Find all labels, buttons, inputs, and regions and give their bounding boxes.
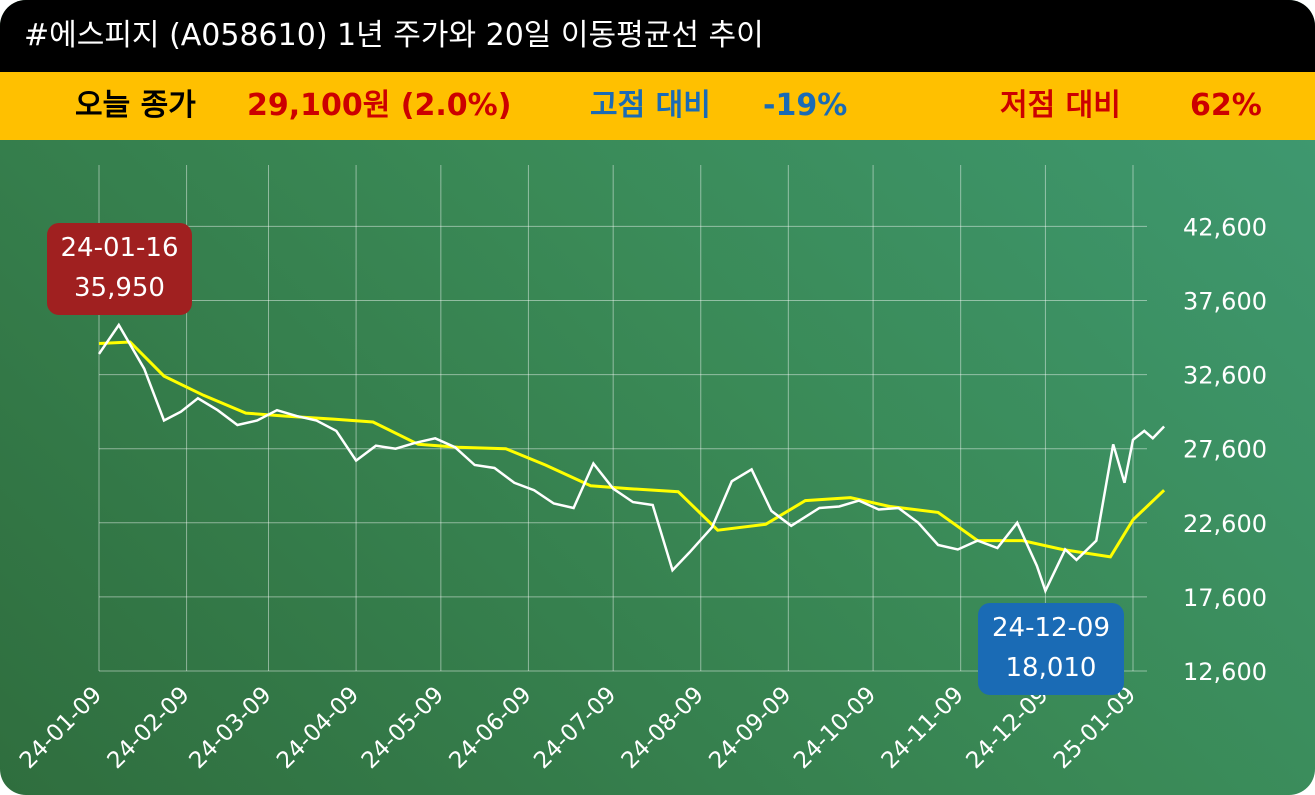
y-axis-labels: 12,600 17,600 22,600 27,600 32,600 37,600 42,6… — [1183, 213, 1267, 686]
x-tick-label: 24-10-09 — [789, 682, 881, 774]
x-tick-label: 24-09-09 — [704, 682, 796, 774]
x-tick-label: 24-04-09 — [272, 682, 364, 774]
x-tick-label: 24-05-09 — [357, 682, 449, 774]
low-point-date: 24-12-09 — [991, 613, 1110, 643]
x-axis-labels: 24-01-0924-02-0924-03-0924-04-0924-05-09… — [15, 682, 1141, 774]
price-line — [97, 322, 1166, 595]
x-tick-label: 24-07-09 — [529, 682, 621, 774]
low-compare-label: 저점 대비 — [1000, 88, 1121, 123]
y-tick-label: 12,600 — [1183, 658, 1267, 686]
x-tick-label: 24-01-09 — [15, 682, 107, 774]
summary-bar: 오늘 종가 29,100원 (2.0%) 고점 대비 -19% 저점 대비 62… — [0, 72, 1315, 140]
low-point-value: 18,010 — [1005, 653, 1097, 683]
ma20-line — [98, 340, 1166, 559]
low-point-annotation: 24-12-09 18,010 — [978, 603, 1124, 695]
y-tick-label: 42,600 — [1183, 213, 1267, 241]
low-compare-value: 62% — [1190, 88, 1262, 123]
high-point-annotation: 24-01-16 35,950 — [47, 223, 192, 315]
close-label: 오늘 종가 — [75, 88, 196, 123]
y-tick-label: 27,600 — [1183, 436, 1267, 464]
y-tick-label: 37,600 — [1183, 288, 1267, 316]
y-tick-label: 32,600 — [1183, 362, 1267, 390]
high-point-value: 35,950 — [74, 273, 165, 303]
grid-lines — [98, 165, 1147, 672]
x-tick-label: 24-08-09 — [617, 682, 709, 774]
high-compare-value: -19% — [763, 88, 848, 123]
y-tick-label: 22,600 — [1183, 510, 1267, 538]
chart-title: #에스피지 (A058610) 1년 주가와 20일 이동평균선 추이 — [0, 0, 1315, 72]
close-value: 29,100원 (2.0%) — [247, 88, 512, 123]
high-point-date: 24-01-16 — [60, 233, 179, 263]
x-tick-label: 24-03-09 — [185, 682, 277, 774]
x-tick-label: 25-01-09 — [1049, 682, 1141, 774]
x-tick-label: 24-12-09 — [961, 682, 1053, 774]
y-tick-label: 17,600 — [1183, 584, 1267, 612]
x-tick-label: 24-06-09 — [444, 682, 536, 774]
x-tick-label: 24-02-09 — [103, 682, 195, 774]
x-tick-label: 24-11-09 — [877, 682, 969, 774]
high-compare-label: 고점 대비 — [590, 88, 711, 123]
